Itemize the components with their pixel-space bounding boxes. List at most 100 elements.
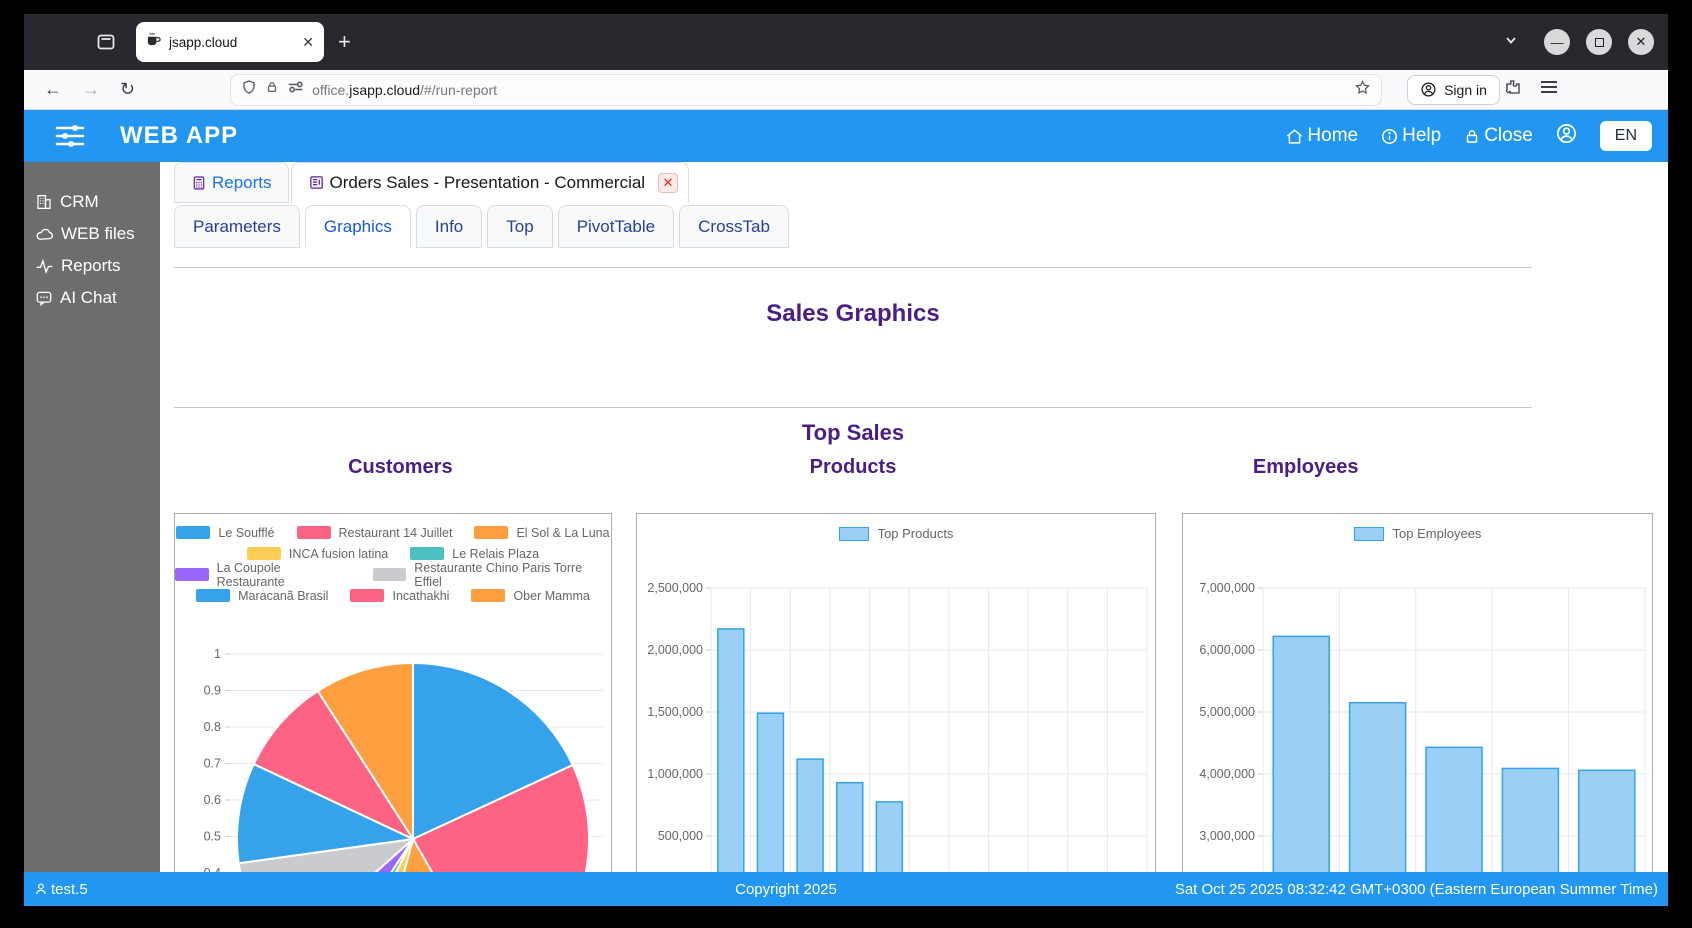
permissions-icon[interactable] <box>287 80 304 99</box>
sidebar-item-crm[interactable]: CRM <box>24 186 160 218</box>
minimize-button[interactable]: — <box>1544 29 1570 55</box>
legend-item[interactable]: Le Relais Plaza <box>410 547 539 561</box>
lock-icon[interactable] <box>265 80 279 99</box>
legend-swatch <box>838 526 869 541</box>
legend-item[interactable]: La Coupole Restaurante <box>175 561 351 589</box>
legend-swatch <box>350 589 385 602</box>
legend-label: Le Relais Plaza <box>452 546 540 561</box>
svg-text:2,000,000: 2,000,000 <box>647 643 703 657</box>
home-icon <box>1287 128 1303 144</box>
chevron-down-icon[interactable] <box>1504 33 1518 52</box>
legend-swatch <box>246 547 281 560</box>
bar <box>796 758 824 872</box>
products-plot: 2,500,000 2,000,000 1,500,000 1,000,000 500,… <box>647 581 1148 872</box>
tab-info[interactable]: Info <box>415 205 483 248</box>
doc-tab-reports[interactable]: Reports <box>174 162 289 203</box>
employees-plot: 7,000,000 6,000,000 5,000,000 4,000,000 3,00… <box>1199 581 1646 872</box>
info-icon <box>1382 128 1398 144</box>
language-button[interactable]: EN <box>1599 121 1652 151</box>
browser-navbar: ← → ↻ office.jsapp.cloud/#/run-report Si… <box>24 70 1668 110</box>
legend-label: La Coupole Restaurante <box>216 560 285 589</box>
user-avatar-icon[interactable] <box>1555 122 1578 150</box>
browser-tab[interactable]: jsapp.cloud ✕ <box>136 22 324 62</box>
svg-text:5,000,000: 5,000,000 <box>1199 705 1255 719</box>
close-session-button[interactable]: Close <box>1463 125 1533 147</box>
legend-item[interactable]: Restaurante Chino Paris Torre Effiel <box>372 560 611 589</box>
legend-swatch <box>175 568 209 581</box>
sidebar: CRM WEB files Reports AI Chat <box>24 162 160 872</box>
bar <box>1578 769 1636 872</box>
pie-slice <box>412 661 575 841</box>
svg-text:0.5: 0.5 <box>204 830 221 844</box>
tab-parameters[interactable]: Parameters <box>174 205 300 248</box>
pie-slice <box>252 689 416 842</box>
svg-text:500,000: 500,000 <box>658 829 703 843</box>
shield-icon[interactable] <box>241 79 257 100</box>
legend-item[interactable]: Le Soufflé <box>176 526 275 540</box>
tab-pivottable[interactable]: PivotTable <box>557 205 675 248</box>
bar <box>717 628 745 872</box>
chat-icon <box>36 291 52 307</box>
reload-icon[interactable]: ↻ <box>120 79 136 99</box>
footer-user[interactable]: test.5 <box>34 872 88 906</box>
browser-tab-title: jsapp.cloud <box>169 34 238 50</box>
sidebar-item-reports[interactable]: Reports <box>24 250 160 282</box>
legend-swatch <box>372 568 407 581</box>
cloud-icon <box>36 228 53 240</box>
divider <box>174 267 1532 268</box>
home-button[interactable]: Home <box>1285 125 1358 147</box>
legend-label: Restaurante Chino Paris Torre Effiel <box>414 560 583 589</box>
bookmark-star-icon[interactable] <box>1354 79 1371 101</box>
tab-overview-icon[interactable] <box>96 32 116 52</box>
bar <box>835 781 864 872</box>
chart-title-products: Products <box>809 456 897 478</box>
svg-text:0.4: 0.4 <box>204 866 221 872</box>
bar <box>1425 746 1483 872</box>
legend-item[interactable]: Restaurant 14 Juillet <box>296 526 452 540</box>
activity-icon <box>36 258 53 274</box>
legend-item[interactable]: Ober Mamma <box>471 588 590 603</box>
sliders-menu-icon[interactable] <box>54 123 86 149</box>
bar <box>756 712 785 872</box>
svg-text:7,000,000: 7,000,000 <box>1199 581 1255 595</box>
window-close-button[interactable]: ✕ <box>1628 29 1654 55</box>
pie-slice <box>316 661 414 843</box>
extensions-puzzle-icon[interactable] <box>1504 78 1522 101</box>
close-report-tab-button[interactable]: ✕ <box>658 172 679 193</box>
employees-bar-chart: Top Employees 7,000,000 6,000,000 5,000,00… <box>1182 513 1653 872</box>
legend-item[interactable]: INCA fusion latina <box>246 546 389 561</box>
doc-tab-orders-sales[interactable]: Orders Sales - Presentation - Commercial… <box>290 162 690 203</box>
url-text[interactable]: office.jsapp.cloud/#/run-report <box>312 81 498 98</box>
report-sub-tabs: Parameters Graphics Info Top PivotTable … <box>174 205 789 248</box>
forward-icon[interactable]: → <box>82 79 100 99</box>
chart-title-employees: Employees <box>1252 456 1359 478</box>
menu-hamburger-icon[interactable] <box>1540 79 1558 100</box>
employees-legend: Top Employees <box>1183 514 1652 541</box>
legend-swatch <box>296 526 331 539</box>
tab-crosstab[interactable]: CrossTab <box>679 205 789 248</box>
svg-text:1,000,000: 1,000,000 <box>647 767 703 781</box>
sidebar-item-ai-chat[interactable]: AI Chat <box>24 282 160 314</box>
divider <box>174 407 1532 408</box>
tab-close-icon[interactable]: ✕ <box>302 33 314 50</box>
calculator-icon <box>193 175 205 190</box>
sign-in-button[interactable]: Sign in <box>1407 74 1500 105</box>
legend-item[interactable]: Maracanã Brasil <box>196 589 328 603</box>
footer-datetime: Sat Oct 25 2025 08:32:42 GMT+0300 (Easte… <box>1174 880 1658 898</box>
url-bar[interactable]: office.jsapp.cloud/#/run-report <box>231 74 1382 105</box>
report-document-icon <box>309 176 323 189</box>
legend-item[interactable]: El Sol & La Luna <box>474 526 610 540</box>
back-icon[interactable]: ← <box>44 79 62 99</box>
tab-graphics[interactable]: Graphics <box>304 205 411 248</box>
legend-label: INCA fusion latina <box>288 546 389 561</box>
sidebar-item-web-files[interactable]: WEB files <box>24 218 160 250</box>
svg-text:1: 1 <box>214 647 221 661</box>
maximize-button[interactable] <box>1586 29 1612 55</box>
tab-top[interactable]: Top <box>487 205 553 248</box>
svg-text:6,000,000: 6,000,000 <box>1199 643 1255 657</box>
legend-item[interactable]: Incathakhi <box>350 589 449 603</box>
legend-label: Ober Mamma <box>513 588 590 603</box>
app-header: WEB APP Home Help Close EN <box>24 110 1668 162</box>
new-tab-button[interactable]: + <box>338 29 351 54</box>
help-button[interactable]: Help <box>1380 125 1441 147</box>
